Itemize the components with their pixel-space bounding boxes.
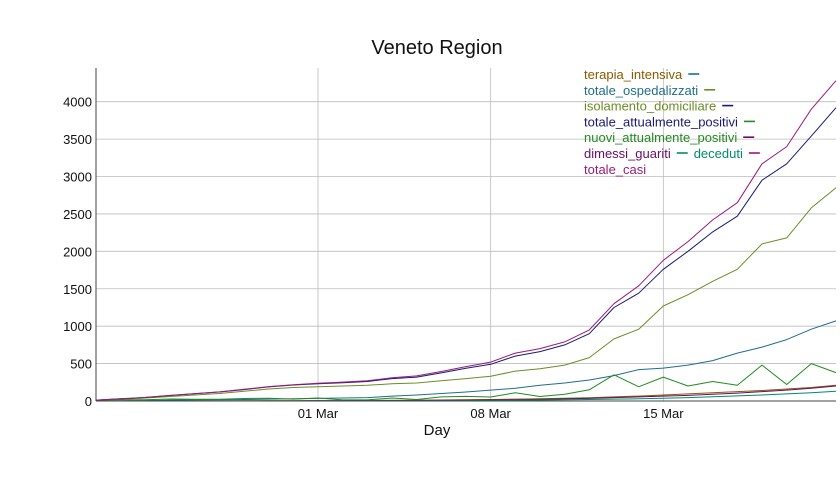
x-axis-title: Day <box>424 422 451 439</box>
y-tick-label: 1500 <box>63 282 92 297</box>
series-line-isolamento-domiciliare <box>96 187 837 401</box>
legend-label-nuovi-attualmente-positivi[interactable]: nuovi_attualmente_positivi <box>584 130 737 145</box>
y-tick-label: 3000 <box>63 170 92 185</box>
series-line-totale-ospedalizzati <box>96 320 837 402</box>
legend-label-totale-casi[interactable]: totale_casi <box>584 162 646 177</box>
series-line-dimessi-guariti <box>96 385 837 402</box>
series-line-totale-casi <box>96 80 837 401</box>
legend-label-totale-ospedalizzati[interactable]: totale_ospedalizzati <box>584 83 698 98</box>
axes: 0 500 1000 1500 2000 2500 3000 3500 4000 01 Mar 08… <box>63 68 836 421</box>
grid <box>96 68 836 401</box>
x-tick-label: 08 Mar <box>470 406 511 421</box>
y-tick-label: 2000 <box>63 244 92 259</box>
legend[interactable]: terapia_intensivatotale_ospedalizzatiiso… <box>584 67 760 177</box>
x-tick-label: 15 Mar <box>643 406 684 421</box>
y-tick-label: 0 <box>85 394 92 409</box>
legend-label-totale-attualmente-positivi[interactable]: totale_attualmente_positivi <box>584 114 738 129</box>
series-line-nuovi-attualmente-positivi <box>96 363 837 401</box>
legend-label-dimessi-guariti[interactable]: dimessi_guariti <box>584 146 671 161</box>
y-tick-label: 2500 <box>63 207 92 222</box>
y-tick-label: 4000 <box>63 95 92 110</box>
y-tick-label: 3500 <box>63 132 92 147</box>
y-tick-label: 500 <box>70 357 92 372</box>
legend-label-deceduti[interactable]: deceduti <box>694 146 743 161</box>
chart-title: Veneto Region <box>371 37 502 59</box>
legend-label-terapia-intensiva[interactable]: terapia_intensiva <box>584 67 683 82</box>
legend-label-isolamento-domiciliare[interactable]: isolamento_domiciliare <box>584 99 716 114</box>
y-tick-label: 1000 <box>63 319 92 334</box>
x-tick-label: 01 Mar <box>298 406 339 421</box>
